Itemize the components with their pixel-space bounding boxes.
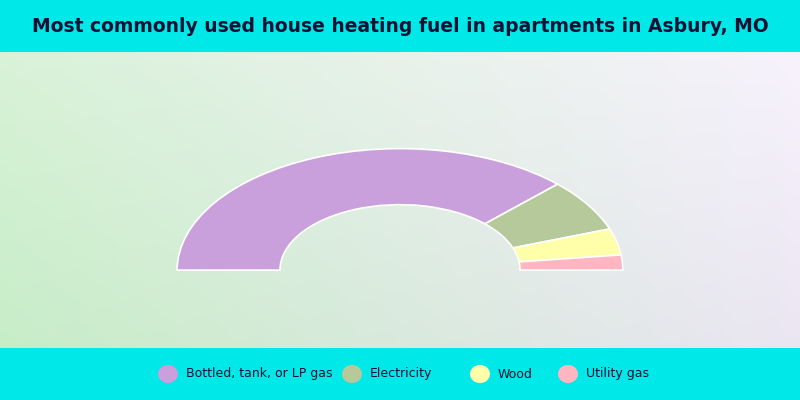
Text: Wood: Wood [498,368,533,380]
Text: Most commonly used house heating fuel in apartments in Asbury, MO: Most commonly used house heating fuel in… [32,16,768,36]
Wedge shape [177,148,558,270]
Text: Bottled, tank, or LP gas: Bottled, tank, or LP gas [186,368,332,380]
Text: Electricity: Electricity [370,368,432,380]
Ellipse shape [342,365,362,383]
Ellipse shape [158,365,178,383]
Text: Utility gas: Utility gas [586,368,649,380]
Wedge shape [519,255,623,270]
Ellipse shape [470,365,490,383]
Wedge shape [485,184,610,248]
Ellipse shape [558,365,578,383]
Wedge shape [513,229,621,262]
